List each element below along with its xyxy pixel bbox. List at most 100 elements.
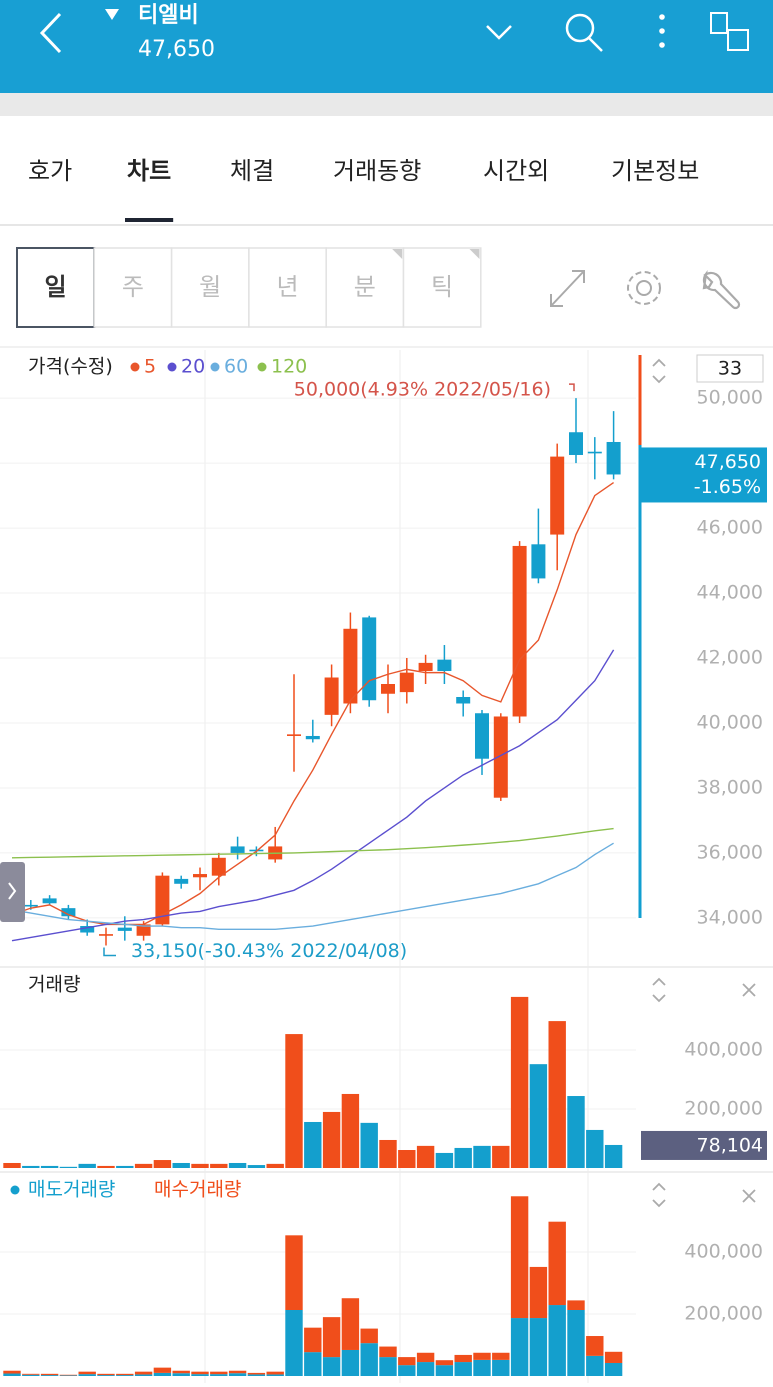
stacked-volume-bar (153, 1367, 172, 1373)
side-panel-handle[interactable] (0, 862, 25, 922)
tab[interactable]: 호가 (28, 157, 72, 185)
stacked-volume-bar (228, 1370, 247, 1374)
y-tick-label: 34,000 (697, 906, 763, 928)
y-tick-label: 40,000 (697, 711, 763, 733)
panel-controls[interactable] (652, 358, 756, 1208)
tab[interactable]: 차트 (127, 157, 171, 185)
stacked-volume-bar (379, 1357, 397, 1376)
stacked-volume-bar (97, 1375, 115, 1376)
candle-body (211, 857, 226, 876)
current-price: 47,650 (695, 451, 761, 473)
period-label[interactable]: 주 (122, 273, 144, 301)
stacked-volume-bar (510, 1318, 529, 1376)
period-button[interactable] (248, 247, 327, 328)
count-box[interactable] (696, 354, 764, 383)
stacked-volume-bar (22, 1373, 40, 1375)
tools-button[interactable] (702, 269, 741, 310)
back-button[interactable] (39, 12, 62, 54)
candle-body (136, 924, 151, 936)
dropdown-marker[interactable] (105, 9, 119, 20)
fullscreen-button[interactable] (550, 270, 585, 307)
stacked-volume-bar (529, 1266, 548, 1319)
candle-body (418, 662, 433, 672)
period-label[interactable]: 일 (45, 273, 67, 301)
stacked-volume-bar (266, 1371, 284, 1375)
moving-average-line (11, 482, 614, 926)
stacked-volume-bar (97, 1373, 115, 1376)
volume-bar (191, 1163, 209, 1168)
expand-button[interactable] (486, 25, 512, 40)
volume-bar (266, 1163, 284, 1168)
period-label[interactable]: 월 (199, 273, 221, 301)
legend-dot (210, 362, 220, 372)
stacked-volume-bar (604, 1351, 623, 1363)
stock-price: 47,650 (138, 37, 215, 62)
candle-body (61, 908, 76, 917)
period-label[interactable]: 틱 (431, 273, 453, 301)
stacked-volume-bar (586, 1355, 604, 1376)
stacked-volume-bar (116, 1373, 134, 1376)
stacked-volume-bar (78, 1371, 96, 1375)
candle-body (456, 696, 471, 704)
current-volume-box (641, 1130, 767, 1160)
tab-indicator (125, 218, 174, 222)
period-button[interactable] (402, 247, 482, 328)
candle-body (475, 713, 489, 759)
legend-dot (10, 1185, 20, 1195)
tab[interactable]: 기본정보 (611, 157, 699, 185)
volume-bar (416, 1145, 435, 1168)
stacked-volume-bar (3, 1373, 21, 1376)
stacked-volume-bar (492, 1352, 510, 1360)
candle-body (42, 898, 57, 904)
period-label[interactable]: 분 (354, 273, 376, 301)
stacked-volume-bar (191, 1371, 209, 1375)
search-button[interactable] (565, 13, 603, 52)
stacked-volume-bar (454, 1354, 472, 1363)
period-button[interactable] (16, 247, 96, 328)
volume-bar (586, 1129, 604, 1168)
stacked-volume-bar (304, 1352, 322, 1376)
visible-count[interactable]: 33 (718, 358, 742, 380)
candle-body (493, 716, 508, 798)
volume-bar (97, 1165, 115, 1168)
legend-label: 5 (144, 356, 156, 378)
volume-bar (322, 1111, 341, 1168)
volume-bar (247, 1165, 266, 1168)
y-tick-label: 200,000 (684, 1098, 763, 1120)
menu-button[interactable] (659, 14, 665, 48)
settings-button[interactable] (627, 271, 661, 305)
stacked-volume-bar (360, 1328, 378, 1344)
stacked-volume-bar (416, 1352, 435, 1363)
legend-dot (257, 362, 267, 372)
legend-label: 매수거래량 (154, 1179, 241, 1201)
tab[interactable]: 거래동향 (333, 157, 421, 185)
candle-body (174, 878, 189, 884)
vertical-grid (204, 350, 589, 1383)
tab-bar: 호가 차트 체결 거래동향 시간외 기본정보 (28, 157, 699, 222)
moving-average-line (11, 827, 614, 859)
stock-name[interactable]: 티엘비 (138, 3, 199, 28)
period-label[interactable]: 년 (276, 273, 298, 301)
volume-bar (473, 1145, 491, 1168)
stacked-volume-bar (40, 1373, 59, 1376)
window-button[interactable] (710, 12, 749, 51)
annotation-arrow (569, 383, 575, 392)
tab[interactable]: 시간외 (483, 157, 549, 185)
candle-body (569, 432, 583, 455)
stacked-volume-bar (78, 1374, 96, 1376)
stacked-volume-bar (285, 1310, 303, 1376)
volume-bar (285, 1034, 303, 1168)
period-button[interactable] (325, 247, 405, 328)
candle-body (287, 734, 301, 736)
stacked-volume-bar (172, 1373, 190, 1376)
tab[interactable]: 체결 (230, 157, 274, 185)
stacked-volume-bar (416, 1362, 435, 1376)
stacked-volume-bar (492, 1359, 510, 1376)
candle-body (117, 927, 132, 931)
current-price-box (641, 447, 767, 503)
stacked-volume-bar (153, 1372, 172, 1376)
stacked-volume-bar (529, 1318, 548, 1376)
period-button[interactable] (170, 247, 250, 328)
volume-bar (548, 1021, 566, 1168)
